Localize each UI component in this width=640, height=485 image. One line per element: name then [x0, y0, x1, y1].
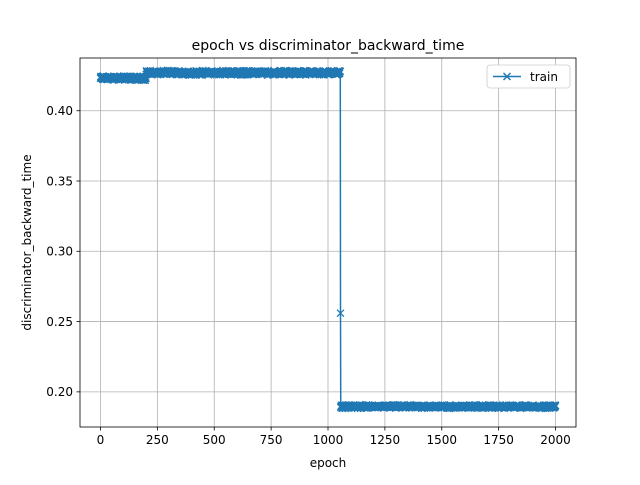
grid	[80, 58, 576, 427]
series-markers-train	[96, 66, 560, 413]
x-tick-label: 500	[203, 433, 226, 447]
legend-marker	[502, 72, 512, 81]
x-tick-label: 750	[260, 433, 283, 447]
x-tick-label: 250	[146, 433, 169, 447]
x-tick-label: 1500	[426, 433, 457, 447]
legend: train	[486, 64, 571, 89]
x-axis-label: epoch	[310, 456, 347, 470]
ticks: 0 250 500 750 1000 1250 1500 1750 2000 0.20 0.25 0.…	[46, 104, 571, 447]
legend-box	[486, 64, 571, 89]
y-tick-label: 0.40	[46, 104, 73, 118]
legend-label-train: train	[530, 70, 558, 84]
chart-title: epoch vs discriminator_backward_time	[192, 38, 465, 54]
x-tick-label: 1750	[483, 433, 514, 447]
y-tick-label: 0.20	[46, 385, 73, 399]
y-tick-label: 0.30	[46, 245, 73, 259]
x-tick-label: 2000	[540, 433, 571, 447]
y-tick-label: 0.35	[46, 174, 73, 188]
x-tick-label: 1250	[370, 433, 401, 447]
x-tick-label: 0	[97, 433, 105, 447]
y-tick-label: 0.25	[46, 315, 73, 329]
plot-data	[96, 66, 560, 413]
x-tick-label: 1000	[313, 433, 344, 447]
y-axis-label: discriminator_backward_time	[20, 154, 34, 330]
